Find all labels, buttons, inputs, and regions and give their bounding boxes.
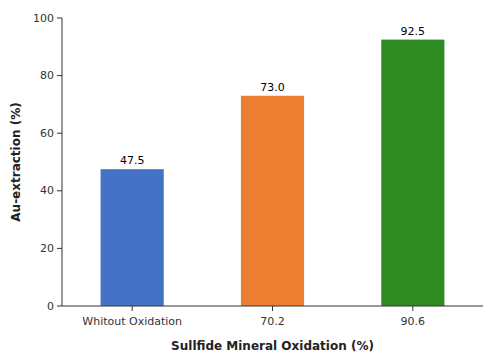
x-tick-label: 90.6	[401, 315, 426, 328]
x-tick	[412, 306, 413, 311]
y-tick	[57, 190, 62, 191]
chart-svg: 0 20 40 60 80 100 Whitout Oxidation 70.2 90.6 47.…	[0, 0, 497, 362]
y-tick	[57, 75, 62, 76]
y-tick-label: 100	[33, 12, 54, 25]
axes: 0 20 40 60 80 100 Whitout Oxidation 70.2 90.6	[33, 12, 483, 329]
bar	[101, 169, 164, 306]
y-tick-label: 20	[40, 242, 54, 255]
x-tick	[272, 306, 273, 311]
y-axis-title: Au-extraction (%)	[9, 102, 23, 221]
y-tick	[57, 248, 62, 249]
y-tick-label: 60	[40, 127, 54, 140]
x-tick	[132, 306, 133, 311]
x-tick-label: 70.2	[260, 315, 285, 328]
chart-container: 0 20 40 60 80 100 Whitout Oxidation 70.2 90.6 47.…	[0, 0, 497, 362]
page: {"chart_data": {"type": "bar", "xlabel":…	[0, 0, 497, 362]
data-label: 73.0	[260, 81, 285, 94]
y-tick-label: 0	[47, 300, 54, 313]
data-labels: 47.5 73.0 92.5	[120, 25, 425, 168]
y-tick-label: 80	[40, 69, 54, 82]
y-axis-line	[62, 18, 63, 306]
x-tick-label: Whitout Oxidation	[82, 315, 182, 328]
bar	[241, 96, 304, 306]
y-tick	[57, 306, 62, 307]
y-tick-label: 40	[40, 184, 54, 197]
y-tick	[57, 18, 62, 19]
y-tick	[57, 133, 62, 134]
x-axis-title: Sullfide Mineral Oxidation (%)	[171, 339, 374, 353]
data-label: 47.5	[120, 154, 145, 167]
data-label: 92.5	[401, 25, 426, 38]
bar	[381, 40, 444, 306]
bars	[101, 40, 445, 306]
